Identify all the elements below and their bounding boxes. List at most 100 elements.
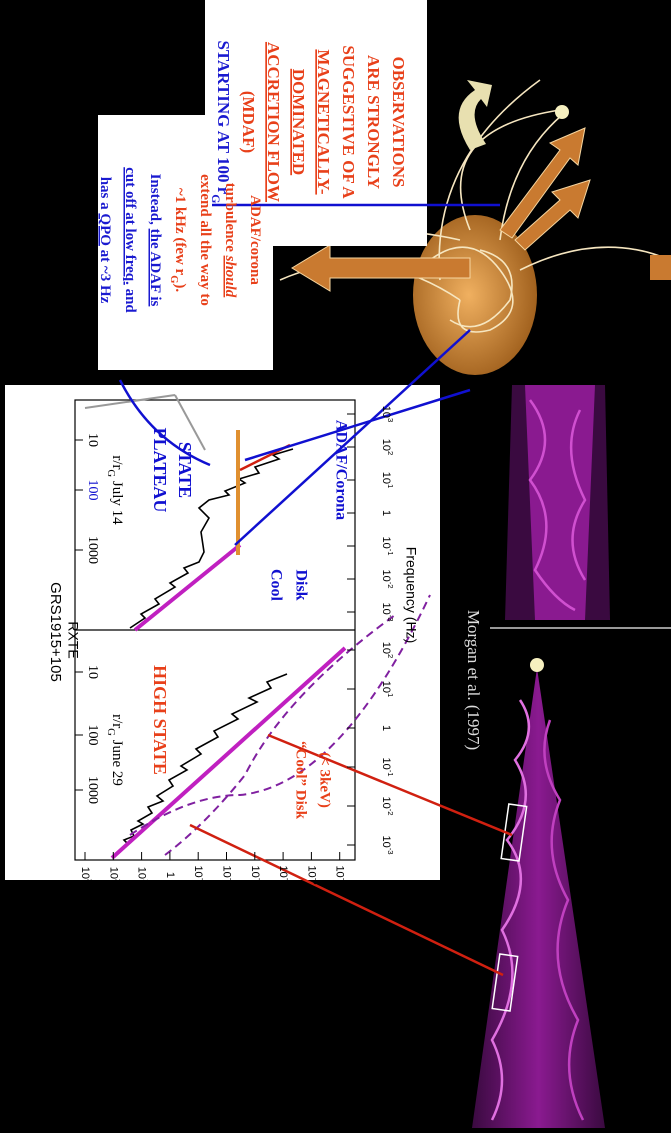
text-run: -2 bbox=[386, 809, 395, 816]
text-run: Instead, bbox=[147, 174, 163, 229]
note-line: MAGNETICALLY- bbox=[314, 49, 333, 195]
text-run: 10 bbox=[249, 865, 261, 877]
text-run: (MDAF) bbox=[239, 91, 258, 153]
text-run: 10 bbox=[305, 865, 317, 877]
annotation: (< 3keV) bbox=[317, 752, 333, 808]
annotation: Disk bbox=[292, 569, 309, 600]
text-run: 2 bbox=[114, 879, 123, 883]
note-line: has a QPO at ~3 Hz bbox=[97, 177, 113, 304]
state-label: STATE bbox=[175, 442, 195, 498]
text-run: 10 bbox=[380, 681, 392, 693]
text-run: ADAF/corona bbox=[247, 195, 263, 285]
text-run: at ~3 Hz bbox=[97, 246, 113, 304]
text-run: 10 bbox=[380, 796, 392, 808]
text-run: r/r bbox=[109, 455, 125, 469]
text-run: -2 bbox=[227, 878, 236, 885]
rg-tick-label: 10 bbox=[85, 433, 100, 447]
y-tick-label: 1 bbox=[164, 872, 176, 878]
note-line: ADAF/corona bbox=[247, 195, 263, 285]
note-line: ARE STRONGLY bbox=[364, 55, 383, 189]
text-run: June 29 bbox=[109, 736, 125, 786]
note-line: OBSERVATIONS bbox=[389, 56, 408, 187]
state-label: PLATEAU bbox=[150, 428, 170, 513]
text-run: ). bbox=[172, 283, 188, 292]
text-run: 1 bbox=[386, 693, 395, 697]
text-run: 1 bbox=[142, 879, 151, 883]
text-run: /Hz] bbox=[112, 904, 142, 923]
text-run: -1 bbox=[386, 770, 395, 777]
text-run: 10 bbox=[380, 472, 392, 484]
note-line: cut off at low freq. and bbox=[122, 167, 138, 313]
text-run: Power Density [(rms/mean) bbox=[149, 904, 338, 923]
text-run: 10 bbox=[107, 867, 119, 879]
rg-tick-label: 1000 bbox=[85, 536, 100, 564]
rg-tick-label: 100 bbox=[85, 480, 100, 501]
text-run: 1 bbox=[164, 872, 176, 878]
text-run: 10 bbox=[221, 865, 233, 877]
text-run: 1 bbox=[386, 484, 395, 488]
text-run: -2 bbox=[386, 582, 395, 589]
text-run: -1 bbox=[199, 878, 208, 885]
text-run: the ADAF is bbox=[147, 229, 163, 307]
text-run: extend all the way to bbox=[197, 174, 213, 306]
x-axis-label: Frequency (Hz) bbox=[403, 547, 419, 643]
text-run: -5 bbox=[312, 878, 321, 885]
text-run: -6 bbox=[340, 878, 349, 885]
note-line: (MDAF) bbox=[239, 91, 258, 153]
annotation: Cool bbox=[267, 569, 284, 602]
text-run: cut off at low freq. bbox=[122, 167, 138, 285]
text-run: QPO bbox=[97, 213, 113, 246]
annotation: ADAF/Corona bbox=[332, 420, 349, 520]
text-run: -3 bbox=[386, 615, 395, 622]
page: {"mdaf_note":{"lines":[ {"color":"#e8401… bbox=[0, 0, 671, 1128]
text-run: SUGGESTIVE OF A bbox=[339, 45, 358, 199]
text-run: 10 bbox=[136, 867, 148, 879]
text-run: 1 bbox=[380, 725, 392, 731]
text-run: 10 bbox=[79, 867, 91, 879]
text-run: turbulence bbox=[222, 183, 238, 256]
text-run: DOMINATED bbox=[289, 69, 308, 175]
text-run: 10 bbox=[334, 865, 346, 877]
slide: OBSERVATIONS ARE STRONGLY SUGGESTIVE OF A M… bbox=[0, 0, 671, 1128]
text-run: 1 bbox=[380, 510, 392, 516]
rg-tick-label: 1000 bbox=[85, 776, 100, 804]
text-run: -3 bbox=[255, 878, 264, 885]
text-run: should bbox=[222, 255, 238, 298]
text-run: 2 bbox=[386, 451, 395, 455]
text-run: 10 bbox=[380, 757, 392, 769]
text-run: 3 bbox=[85, 879, 94, 883]
text-run: 10 bbox=[192, 865, 204, 877]
note-line: turbulence should bbox=[222, 183, 238, 298]
x-tick-label: 1 bbox=[380, 725, 392, 731]
note-line: SUGGESTIVE OF A bbox=[339, 45, 358, 199]
instrument: RXTE bbox=[65, 621, 81, 658]
text-run: -1 bbox=[386, 549, 395, 556]
text-run: ~1 kHz (few r bbox=[172, 188, 188, 276]
annotation: “Cool” Disk bbox=[293, 741, 309, 820]
text-run: -3 bbox=[386, 848, 395, 855]
text-run: MAGNETICALLY- bbox=[314, 49, 333, 195]
x-tick-label: 1 bbox=[380, 510, 392, 516]
text-run: 10 bbox=[380, 406, 392, 418]
text-run: 10 bbox=[277, 865, 289, 877]
text-run: G bbox=[168, 275, 179, 283]
text-run: r/r bbox=[109, 714, 125, 728]
text-run: 10 bbox=[380, 569, 392, 581]
text-run: 3 bbox=[386, 418, 395, 422]
text-run: -4 bbox=[284, 878, 293, 886]
rg-tick-label: 100 bbox=[85, 725, 100, 746]
note-line: Instead, the ADAF is bbox=[147, 174, 163, 307]
text-run: 10 bbox=[380, 536, 392, 548]
note-line: ACCRETION FLOW bbox=[264, 42, 283, 202]
text-run: has a bbox=[97, 177, 113, 214]
text-run: 10 bbox=[380, 439, 392, 451]
text-run: July 14 bbox=[109, 477, 125, 525]
text-run: OBSERVATIONS bbox=[389, 56, 408, 187]
rg-tick-label: 10 bbox=[85, 665, 100, 679]
text-run: 10 bbox=[380, 835, 392, 847]
state-label: HIGH STATE bbox=[150, 665, 170, 775]
text-run: 10 bbox=[380, 602, 392, 614]
text-run: 2 bbox=[386, 654, 395, 658]
y-axis-label: Power Density [(rms/mean)2/Hz] bbox=[112, 904, 337, 927]
chart-title: GRS1915+105 bbox=[47, 582, 64, 682]
